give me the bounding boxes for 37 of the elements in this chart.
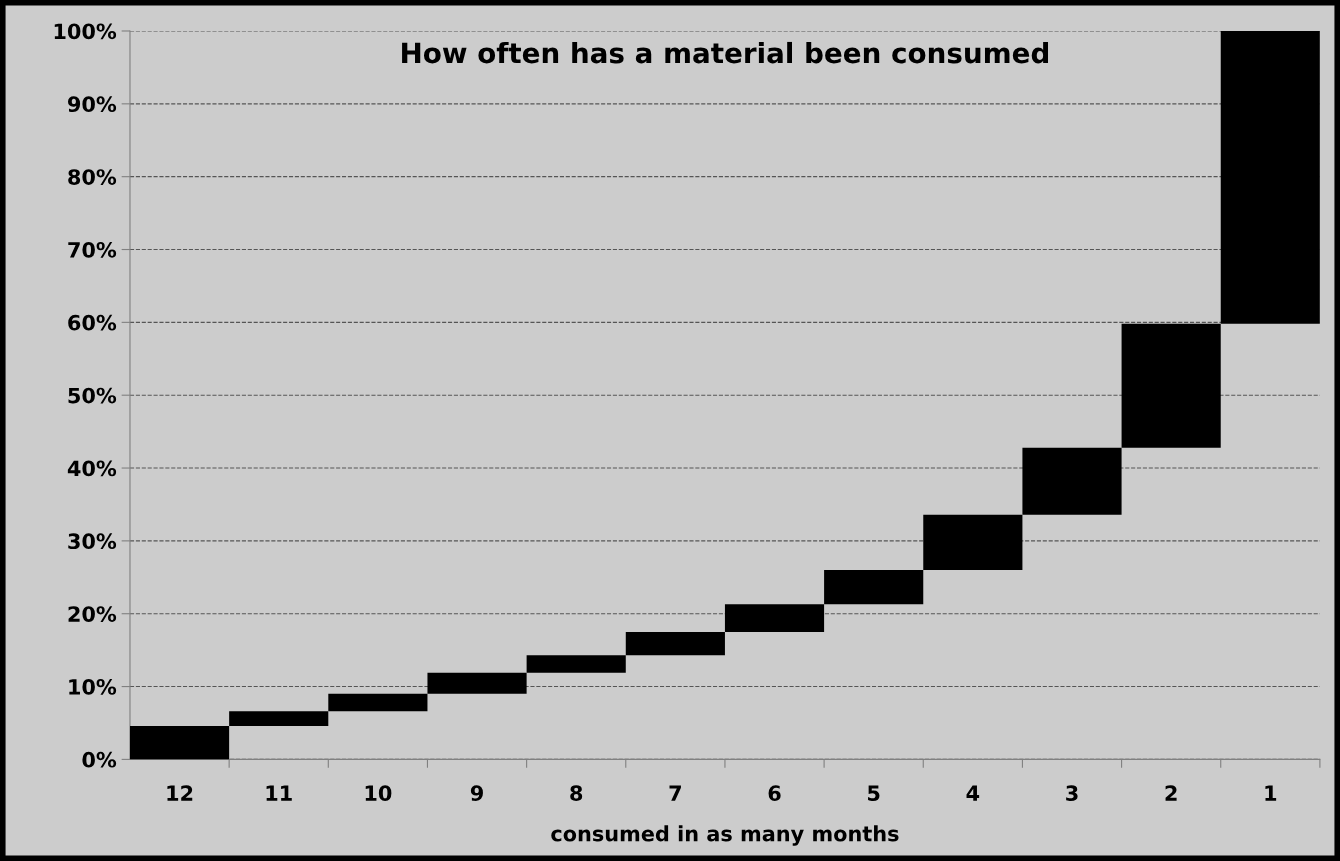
y-tick-label: 0%: [82, 751, 117, 768]
x-tick-label: 3: [1066, 785, 1078, 802]
bar: [1022, 447, 1122, 515]
x-tick-label: 6: [768, 785, 781, 802]
y-tick-label: 70%: [68, 241, 117, 258]
x-tick-label: 4: [966, 785, 980, 801]
y-tick-label: 40%: [67, 460, 117, 477]
x-tick-label: 11: [266, 785, 292, 801]
bar: [427, 672, 527, 694]
x-tick-label: 7: [669, 785, 681, 801]
bar: [824, 570, 924, 605]
y-tick-label: 100%: [54, 23, 117, 40]
bar: [625, 631, 725, 656]
y-tick-label: 60%: [68, 314, 117, 331]
bar: [923, 514, 1023, 571]
bar: [229, 711, 329, 726]
x-tick-label: 1: [1265, 785, 1277, 801]
x-tick-label: 9: [470, 785, 483, 802]
y-tick-label: 10%: [69, 679, 117, 695]
chart-title: How often has a material been consumed: [402, 41, 1049, 64]
y-tick-label: 30%: [68, 533, 117, 550]
x-axis-title: consumed in as many months: [551, 825, 899, 846]
x-tick-label: 5: [868, 785, 880, 802]
y-tick-label: 80%: [68, 169, 117, 185]
x-tick-label: 8: [570, 785, 583, 802]
bar: [526, 655, 626, 673]
y-tick-label: 20%: [68, 606, 117, 622]
bar: [1220, 31, 1320, 324]
y-tick-label: 90%: [68, 96, 117, 113]
bar: [129, 725, 230, 760]
bar: [1121, 323, 1221, 448]
y-tick-label: 50%: [68, 387, 117, 404]
x-tick-label: 2: [1165, 785, 1177, 801]
x-tick-label: 12: [167, 785, 193, 801]
x-tick-label: 10: [365, 785, 392, 802]
bar: [328, 693, 428, 712]
bar: [724, 604, 825, 632]
